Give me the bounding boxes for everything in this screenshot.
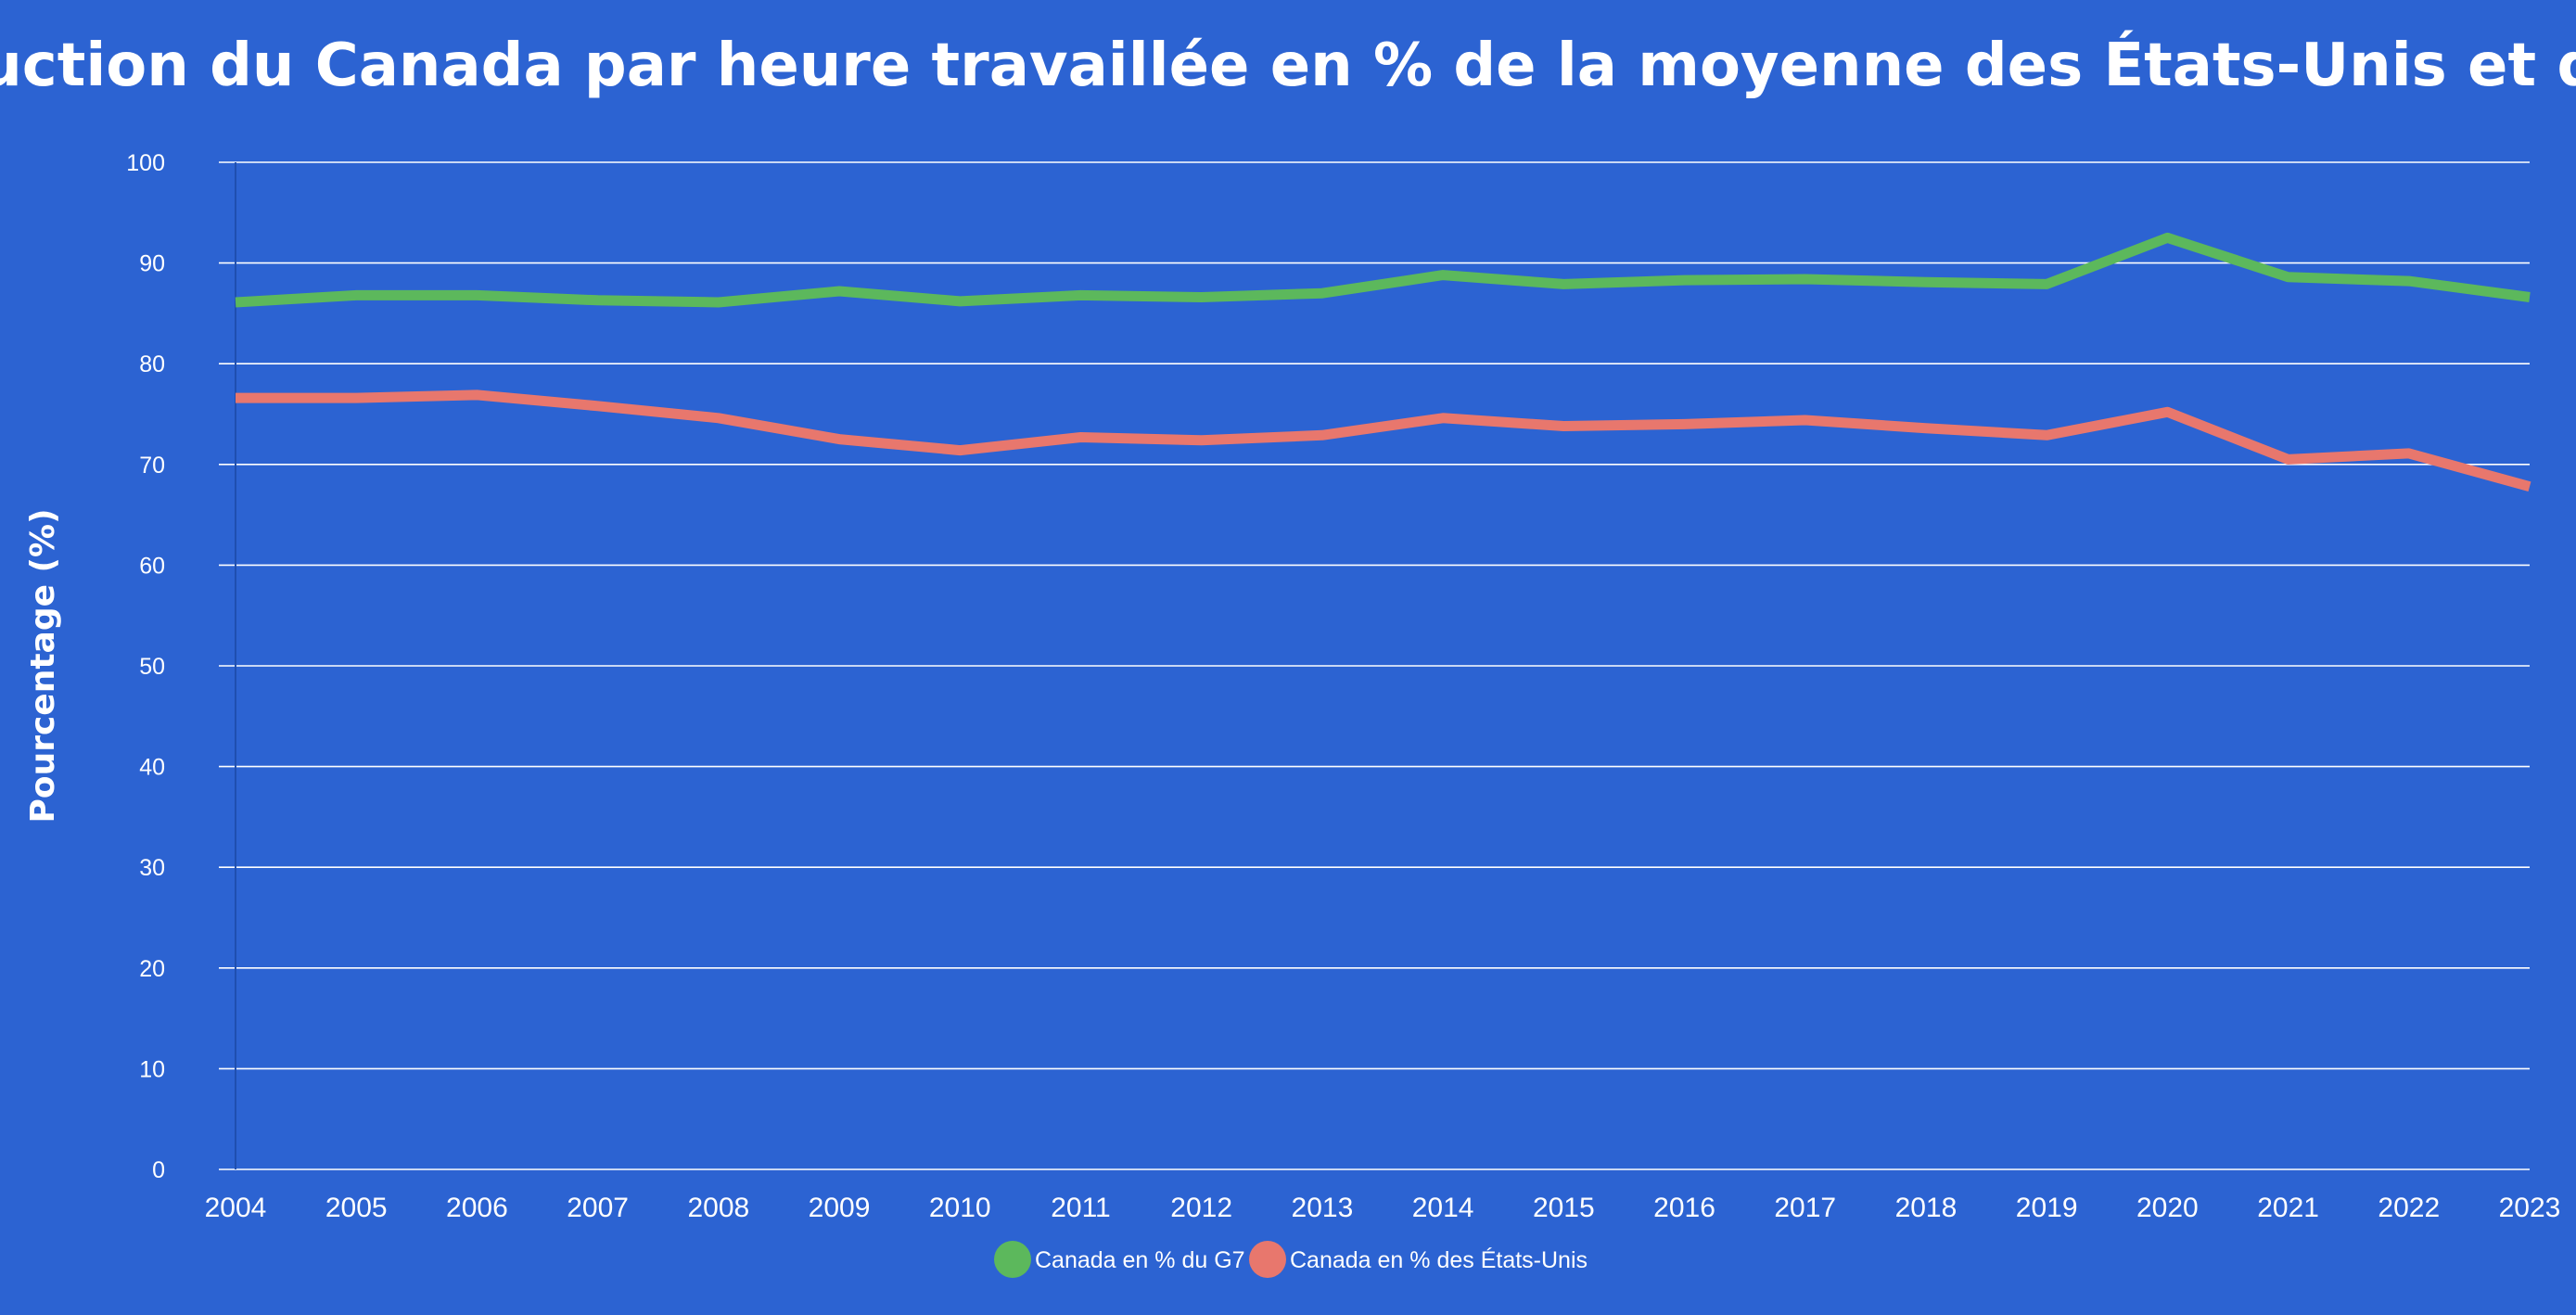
x-tick-label: 2006 [446, 1193, 508, 1223]
x-tick-label: 2005 [325, 1193, 388, 1223]
legend: Canada en % du G7 Canada en % des États-U… [994, 1241, 1588, 1278]
x-tick-label: 2017 [1774, 1193, 1836, 1223]
y-tick-label: 50 [139, 654, 165, 680]
y-tick-label: 100 [126, 150, 165, 176]
x-tick-label: 2020 [2136, 1193, 2199, 1223]
x-tick-label: 2013 [1292, 1193, 1354, 1223]
x-tick-label: 2008 [687, 1193, 749, 1223]
x-tick-label: 2023 [2499, 1193, 2561, 1223]
chart-title: Production du Canada par heure travaillé… [0, 30, 2576, 100]
legend-marker [994, 1241, 1031, 1278]
legend-label: Canada en % des États-Unis [1290, 1246, 1588, 1273]
legend-label: Canada en % du G7 [1035, 1247, 1245, 1273]
y-tick-label: 70 [139, 453, 165, 479]
series-line-0 [235, 232, 2531, 308]
x-tick-label: 2009 [809, 1193, 871, 1223]
series-line-1 [236, 389, 2531, 492]
y-tick-label: 60 [139, 553, 165, 579]
y-tick-label: 10 [139, 1056, 165, 1082]
x-tick-label: 2012 [1170, 1193, 1232, 1223]
x-tick-label: 2011 [1051, 1193, 1111, 1223]
x-tick-label: 2015 [1533, 1193, 1595, 1223]
legend-marker [1249, 1241, 1286, 1278]
x-tick-label: 2007 [567, 1193, 629, 1223]
y-tick-label: 80 [139, 351, 165, 377]
y-tick-labels: 0 10 20 30 40 50 60 70 80 90 100 [126, 150, 165, 1183]
y-tick-label: 90 [139, 251, 165, 277]
x-tick-label: 2019 [2016, 1193, 2078, 1223]
y-tick-label: 30 [139, 855, 165, 881]
x-tick-label: 2004 [205, 1193, 267, 1223]
x-tick-label: 2022 [2378, 1193, 2440, 1223]
x-tick-label: 2016 [1653, 1193, 1715, 1223]
y-tick-label: 40 [139, 755, 165, 781]
y-tick-label: 20 [139, 956, 165, 982]
gridlines [219, 161, 2530, 1170]
x-tick-label: 2021 [2257, 1193, 2319, 1223]
x-tick-labels: 2004 2005 2006 2007 2008 2009 2010 2011 2012 2013… [205, 1193, 2561, 1223]
y-axis-label: Pourcentage (%) [24, 508, 62, 823]
x-tick-label: 2018 [1895, 1193, 1958, 1223]
y-tick-label: 0 [152, 1157, 165, 1183]
series-lines [235, 232, 2531, 492]
x-tick-label: 2010 [929, 1193, 991, 1223]
x-tick-label: 2014 [1412, 1193, 1474, 1223]
